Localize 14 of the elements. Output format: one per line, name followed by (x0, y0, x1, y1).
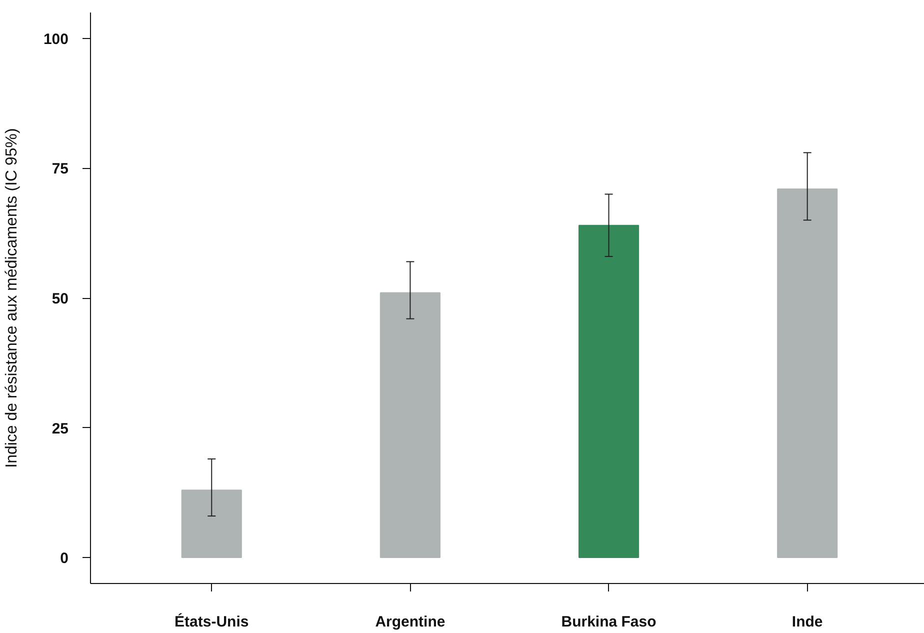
x-tick-label: Argentine (375, 614, 446, 630)
bar (777, 188, 838, 558)
bar (380, 292, 440, 558)
x-tick-label: Inde (792, 614, 823, 630)
y-tick-label: 50 (52, 290, 69, 308)
y-tick-label: 100 (43, 30, 69, 48)
x-tick-label: États-Unis (174, 612, 249, 630)
y-tick-label: 25 (52, 420, 69, 438)
bar (181, 490, 242, 558)
y-axis-title: Indice de résistance aux médicaments (IC 95%) (3, 128, 20, 468)
y-tick-label: 0 (60, 550, 68, 568)
bar (578, 224, 640, 558)
y-tick-label: 75 (52, 160, 69, 178)
x-tick-label: Burkina Faso (561, 614, 656, 630)
